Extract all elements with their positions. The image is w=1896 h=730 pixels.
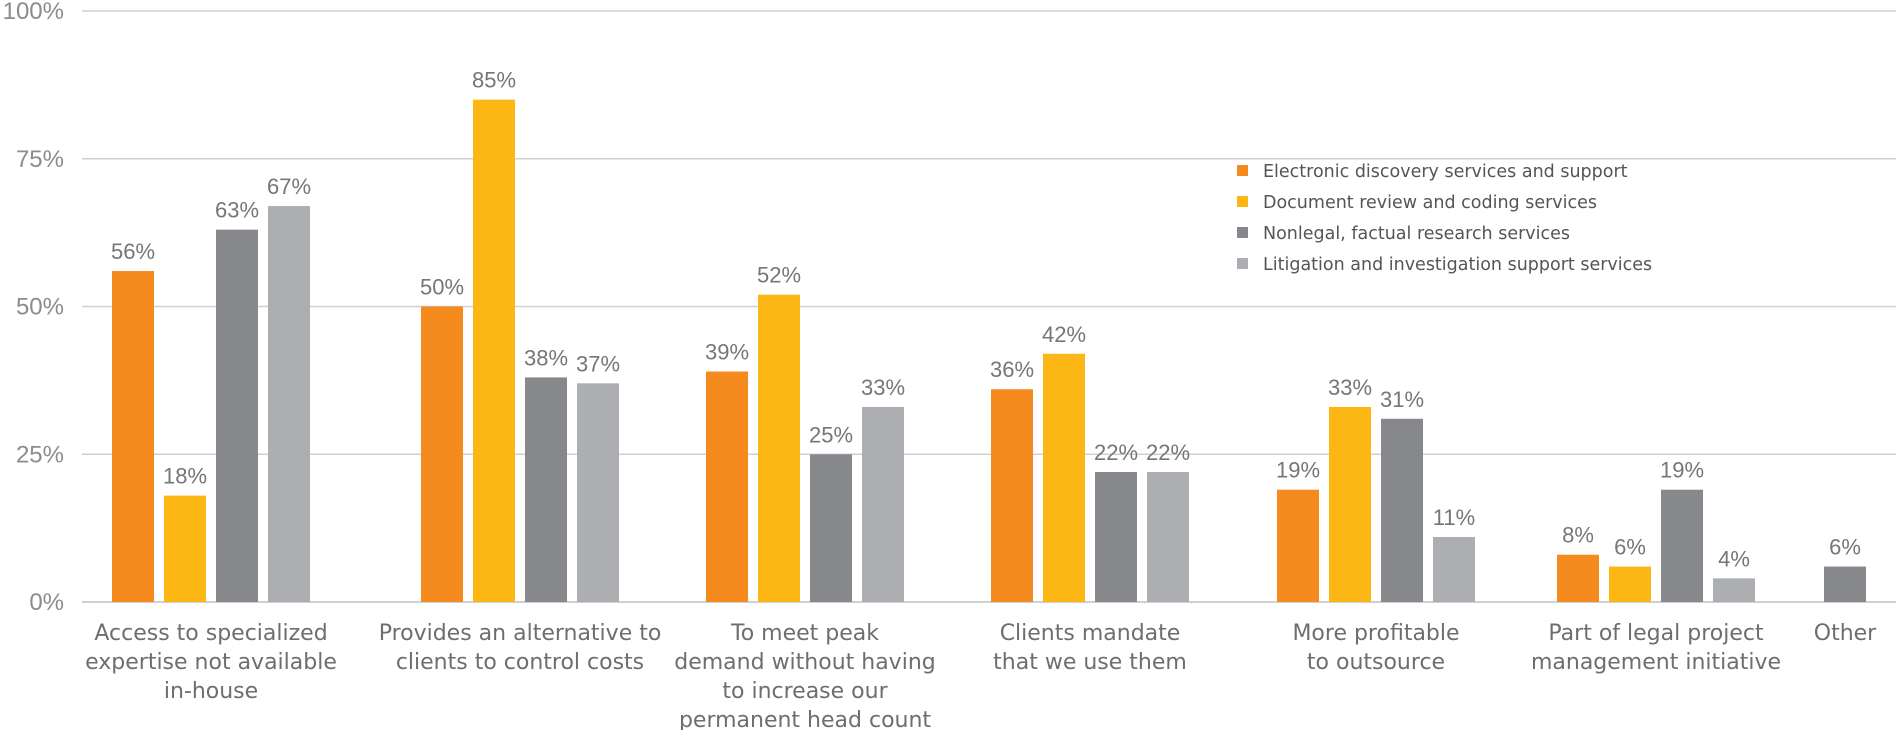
x-tick-label-line: to outsource: [1307, 650, 1445, 675]
data-label: 50%: [420, 275, 464, 300]
y-tick-label: 75%: [16, 146, 64, 173]
legend-label: Nonlegal, factual research services: [1263, 224, 1570, 244]
x-tick-label-line: Access to specialized: [94, 621, 327, 646]
bars: [112, 99, 1866, 603]
bar: [268, 206, 310, 602]
bar: [758, 294, 800, 602]
data-label: 63%: [215, 198, 259, 223]
bar: [1557, 554, 1599, 602]
data-label: 37%: [576, 351, 620, 376]
bar: [1329, 406, 1371, 602]
bar: [1661, 489, 1703, 602]
y-tick-label: 0%: [29, 589, 64, 616]
bar: [1277, 489, 1319, 602]
x-tick-label-line: that we use them: [993, 650, 1187, 675]
data-label: 52%: [757, 263, 801, 288]
data-label: 39%: [705, 340, 749, 365]
data-label: 33%: [1328, 375, 1372, 400]
x-tick-label: Clients mandate that we use them: [993, 621, 1187, 675]
bar: [112, 271, 154, 602]
bar: [1043, 353, 1085, 602]
data-label: 4%: [1718, 546, 1750, 571]
legend: Electronic discovery services and suppor…: [1237, 162, 1652, 275]
bar: [421, 306, 463, 602]
y-tick-label: 50%: [16, 294, 64, 321]
x-tick-label-line: in-house: [164, 679, 258, 704]
x-tick-label-line: Clients mandate: [1000, 621, 1181, 646]
data-label: 85%: [472, 68, 516, 93]
x-tick-label-line: to increase our: [722, 679, 888, 704]
legend-label: Electronic discovery services and suppor…: [1263, 162, 1628, 182]
legend-label: Document review and coding services: [1263, 193, 1597, 213]
x-tick-label: Provides an alternative to clients to con…: [379, 621, 662, 675]
x-tick-label-line: management initiative: [1531, 650, 1781, 675]
y-tick-label: 100%: [3, 0, 64, 25]
data-label: 11%: [1433, 505, 1475, 530]
data-label: 56%: [111, 239, 155, 264]
legend-swatch: [1237, 258, 1248, 269]
data-label: 38%: [524, 345, 568, 370]
bar: [164, 495, 206, 602]
x-tick-label-line: Part of legal project: [1548, 621, 1764, 646]
bar: [1147, 471, 1189, 602]
x-tick-label: To meet peak demand without having to incr…: [674, 621, 935, 730]
data-label: 36%: [990, 357, 1034, 382]
data-label: 42%: [1042, 322, 1086, 347]
legend-swatch: [1237, 196, 1248, 207]
data-labels: 56% 18% 63% 67% 50% 85% 38% 37% 39% 52% 25% 33% 36% 4…: [111, 68, 1861, 572]
legend-swatch: [1237, 165, 1248, 176]
bar: [1824, 566, 1866, 602]
x-axis: Access to specialized expertise not avail…: [85, 621, 1877, 730]
data-label: 19%: [1660, 458, 1704, 483]
bar: [1609, 566, 1651, 602]
x-tick-label-line: expertise not available: [85, 650, 337, 675]
y-axis: 0% 25% 50% 75% 100%: [3, 0, 64, 616]
data-label: 33%: [861, 375, 905, 400]
legend-label: Litigation and investigation support ser…: [1263, 255, 1652, 275]
x-tick-label: Access to specialized expertise not avail…: [85, 621, 337, 704]
x-tick-label-line: permanent head count: [679, 708, 931, 730]
data-label: 25%: [809, 422, 853, 447]
data-label: 18%: [163, 464, 207, 489]
x-tick-label: More profitable to outsource: [1292, 621, 1459, 675]
legend-swatch: [1237, 227, 1248, 238]
data-label: 8%: [1562, 523, 1594, 548]
data-label: 19%: [1276, 458, 1320, 483]
bar: [577, 383, 619, 602]
x-tick-label: Other: [1814, 621, 1877, 646]
x-tick-label-line: demand without having: [674, 650, 935, 675]
bar: [1381, 418, 1423, 602]
bar: [473, 99, 515, 603]
bar: [991, 389, 1033, 602]
x-tick-label-line: Other: [1814, 621, 1877, 646]
data-label: 22%: [1094, 440, 1138, 465]
bar: [706, 371, 748, 602]
data-label: 6%: [1614, 535, 1646, 560]
x-tick-label-line: clients to control costs: [396, 650, 644, 675]
data-label: 6%: [1829, 535, 1861, 560]
gridlines: [82, 10, 1896, 603]
bar: [1713, 578, 1755, 602]
bar: [1095, 471, 1137, 602]
x-tick-label-line: Provides an alternative to: [379, 621, 662, 646]
data-label: 31%: [1380, 387, 1424, 412]
x-tick-label-line: To meet peak: [730, 621, 879, 646]
y-tick-label: 25%: [16, 441, 64, 468]
bar: [862, 406, 904, 602]
bar: [216, 229, 258, 603]
bar: [810, 454, 852, 602]
bar: [525, 377, 567, 602]
bar: [1433, 536, 1475, 602]
data-label: 67%: [267, 174, 311, 199]
x-tick-label: Part of legal project management initiati…: [1531, 621, 1781, 675]
x-tick-label-line: More profitable: [1292, 621, 1459, 646]
data-label: 22%: [1146, 440, 1190, 465]
